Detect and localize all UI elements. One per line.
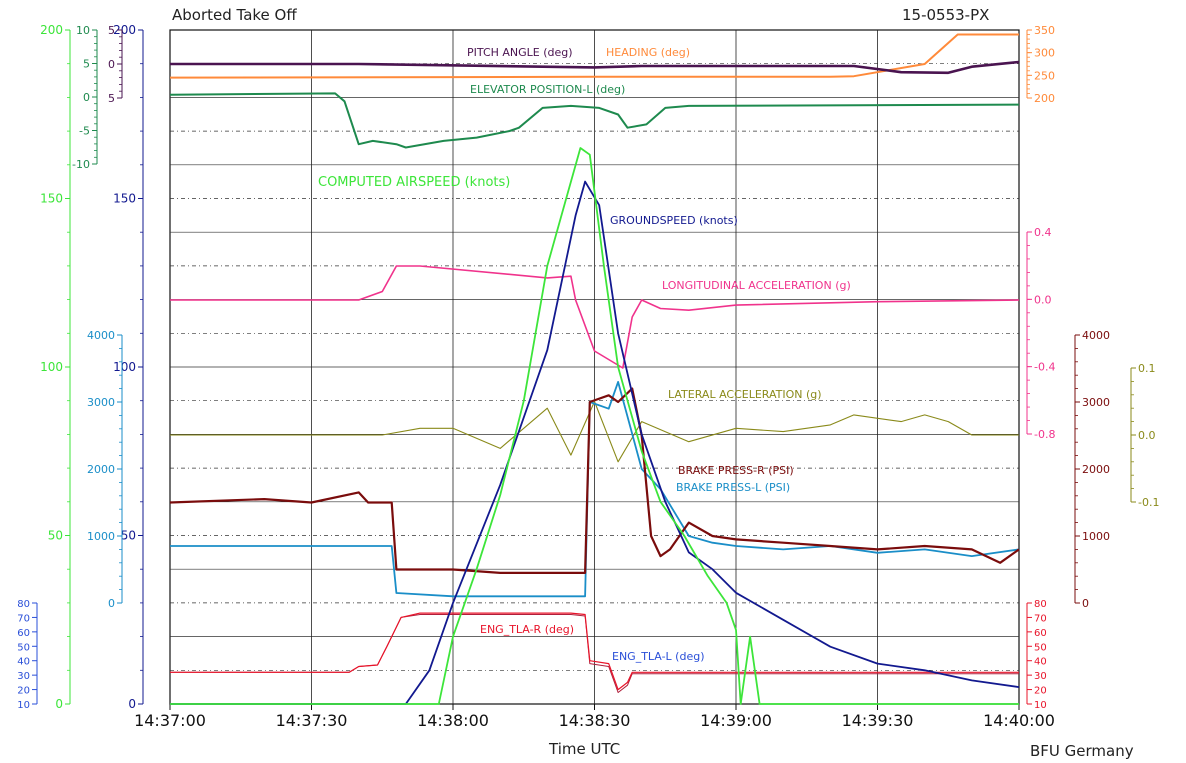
latacc-axis-label: 0.1	[1138, 362, 1156, 375]
series-label-brake-r: BRAKE PRESS-R (PSI)	[678, 464, 794, 477]
brake-r-axis-label: 4000	[1082, 329, 1110, 342]
latacc-axis-label: -0.1	[1138, 496, 1159, 509]
tla-r-axis-label: 60	[1034, 628, 1047, 639]
groundspeed-axis-label: 100	[113, 360, 136, 374]
longacc-axis-label: -0.8	[1034, 428, 1055, 441]
tla-l-axis-label: 60	[17, 628, 30, 639]
series-line-tla-r	[170, 612, 1019, 691]
tla-l-axis-label: 40	[17, 657, 30, 668]
series-line-brake-r	[169, 387, 1020, 575]
latacc-axis-label: 0.0	[1138, 429, 1156, 442]
series-label-airspeed: COMPUTED AIRSPEED (knots)	[318, 175, 510, 190]
tla-r-axis-label: 70	[1034, 613, 1047, 624]
brake-r-axis-label: 3000	[1082, 396, 1110, 409]
tla-r-axis-label: 40	[1034, 657, 1047, 668]
x-tick-label: 14:37:30	[276, 711, 348, 730]
groundspeed-axis-label: 0	[128, 697, 136, 711]
series-label-heading: HEADING (deg)	[606, 46, 690, 59]
brake-r-axis-label: 0	[1082, 597, 1089, 610]
series-label-pitch: PITCH ANGLE (deg)	[467, 46, 573, 59]
brake-l-axis-label: 0	[108, 597, 115, 610]
brake-r-axis-label: 2000	[1082, 463, 1110, 476]
tla-r-axis-label: 20	[1034, 686, 1047, 697]
longacc-axis-label: -0.4	[1034, 361, 1055, 374]
groundspeed-axis-label: 50	[121, 529, 136, 543]
elevator-axis-label: 10	[76, 24, 90, 37]
heading-axis-label: 200	[1034, 92, 1055, 105]
elevator-axis-label: 0	[83, 91, 90, 104]
series-line-brake-l	[170, 380, 1020, 598]
brake-l-axis-label: 2000	[87, 463, 115, 476]
brake-r-axis-label: 1000	[1082, 530, 1110, 543]
tla-r-axis-label: 50	[1034, 642, 1047, 653]
airspeed-axis-label: 0	[55, 697, 63, 711]
tla-r-axis-label: 80	[1034, 599, 1047, 610]
x-tick-label: 14:38:00	[417, 711, 489, 730]
series-line-heading	[169, 33, 1019, 79]
chart-title: Aborted Take Off	[172, 6, 297, 24]
tla-l-axis-label: 10	[17, 700, 30, 711]
tla-r-axis-label: 30	[1034, 671, 1047, 682]
series-label-elevator: ELEVATOR POSITION-L (deg)	[470, 83, 625, 96]
series-label-tla-r: ENG_TLA-R (deg)	[480, 623, 574, 636]
x-tick-label: 14:38:30	[559, 711, 631, 730]
series-line-pitch	[170, 60, 1020, 75]
tla-l-axis-label: 80	[17, 599, 30, 610]
series-line-latacc	[170, 400, 1019, 463]
tla-l-axis-label: 50	[17, 642, 30, 653]
groundspeed-axis-label: 200	[113, 23, 136, 37]
x-tick-label: 14:39:30	[842, 711, 914, 730]
airspeed-axis-label: 150	[40, 192, 63, 206]
x-axis-label: Time UTC	[549, 740, 621, 758]
pitch-axis-label: 5	[108, 92, 115, 105]
airspeed-axis-label: 100	[40, 360, 63, 374]
longacc-axis-label: 0.0	[1034, 293, 1052, 306]
series-label-brake-l: BRAKE PRESS-L (PSI)	[676, 481, 790, 494]
series-line-longacc	[170, 265, 1020, 369]
pitch-axis-label: 0	[108, 58, 115, 71]
brake-l-axis-label: 3000	[87, 396, 115, 409]
series-label-latacc: LATERAL ACCELERATION (g)	[668, 388, 822, 401]
airspeed-axis-label: 50	[48, 529, 63, 543]
longacc-axis-label: 0.4	[1034, 226, 1052, 239]
x-tick-label: 14:39:00	[700, 711, 772, 730]
elevator-axis-label: -10	[72, 158, 90, 171]
series-label-groundspeed: GROUNDSPEED (knots)	[610, 214, 738, 227]
elevator-axis-label: -5	[79, 125, 90, 138]
elevator-axis-label: 5	[83, 58, 90, 71]
brake-l-axis-label: 1000	[87, 530, 115, 543]
brake-l-axis-label: 4000	[87, 329, 115, 342]
series-line-elevator	[169, 92, 1020, 149]
heading-axis-label: 250	[1034, 69, 1055, 82]
series-label-tla-l: ENG_TLA-L (deg)	[612, 650, 705, 663]
credit-label: BFU Germany	[1030, 742, 1134, 760]
airspeed-axis-label: 200	[40, 23, 63, 37]
heading-axis-label: 350	[1034, 24, 1055, 37]
x-tick-label: 14:37:00	[134, 711, 206, 730]
series-line-airspeed	[170, 147, 1019, 705]
heading-axis-label: 300	[1034, 47, 1055, 60]
series-label-longacc: LONGITUDINAL ACCELERATION (g)	[662, 279, 851, 292]
groundspeed-axis-label: 150	[113, 192, 136, 206]
pitch-axis-label: 5	[108, 24, 115, 37]
tla-l-axis-label: 20	[17, 686, 30, 697]
series-line-groundspeed	[170, 180, 1020, 705]
tla-r-axis-label: 10	[1034, 700, 1047, 711]
tla-l-axis-label: 70	[17, 613, 30, 624]
chart-id: 15-0553-PX	[902, 6, 990, 24]
x-tick-label: 14:40:00	[983, 711, 1055, 730]
tla-l-axis-label: 30	[17, 671, 30, 682]
